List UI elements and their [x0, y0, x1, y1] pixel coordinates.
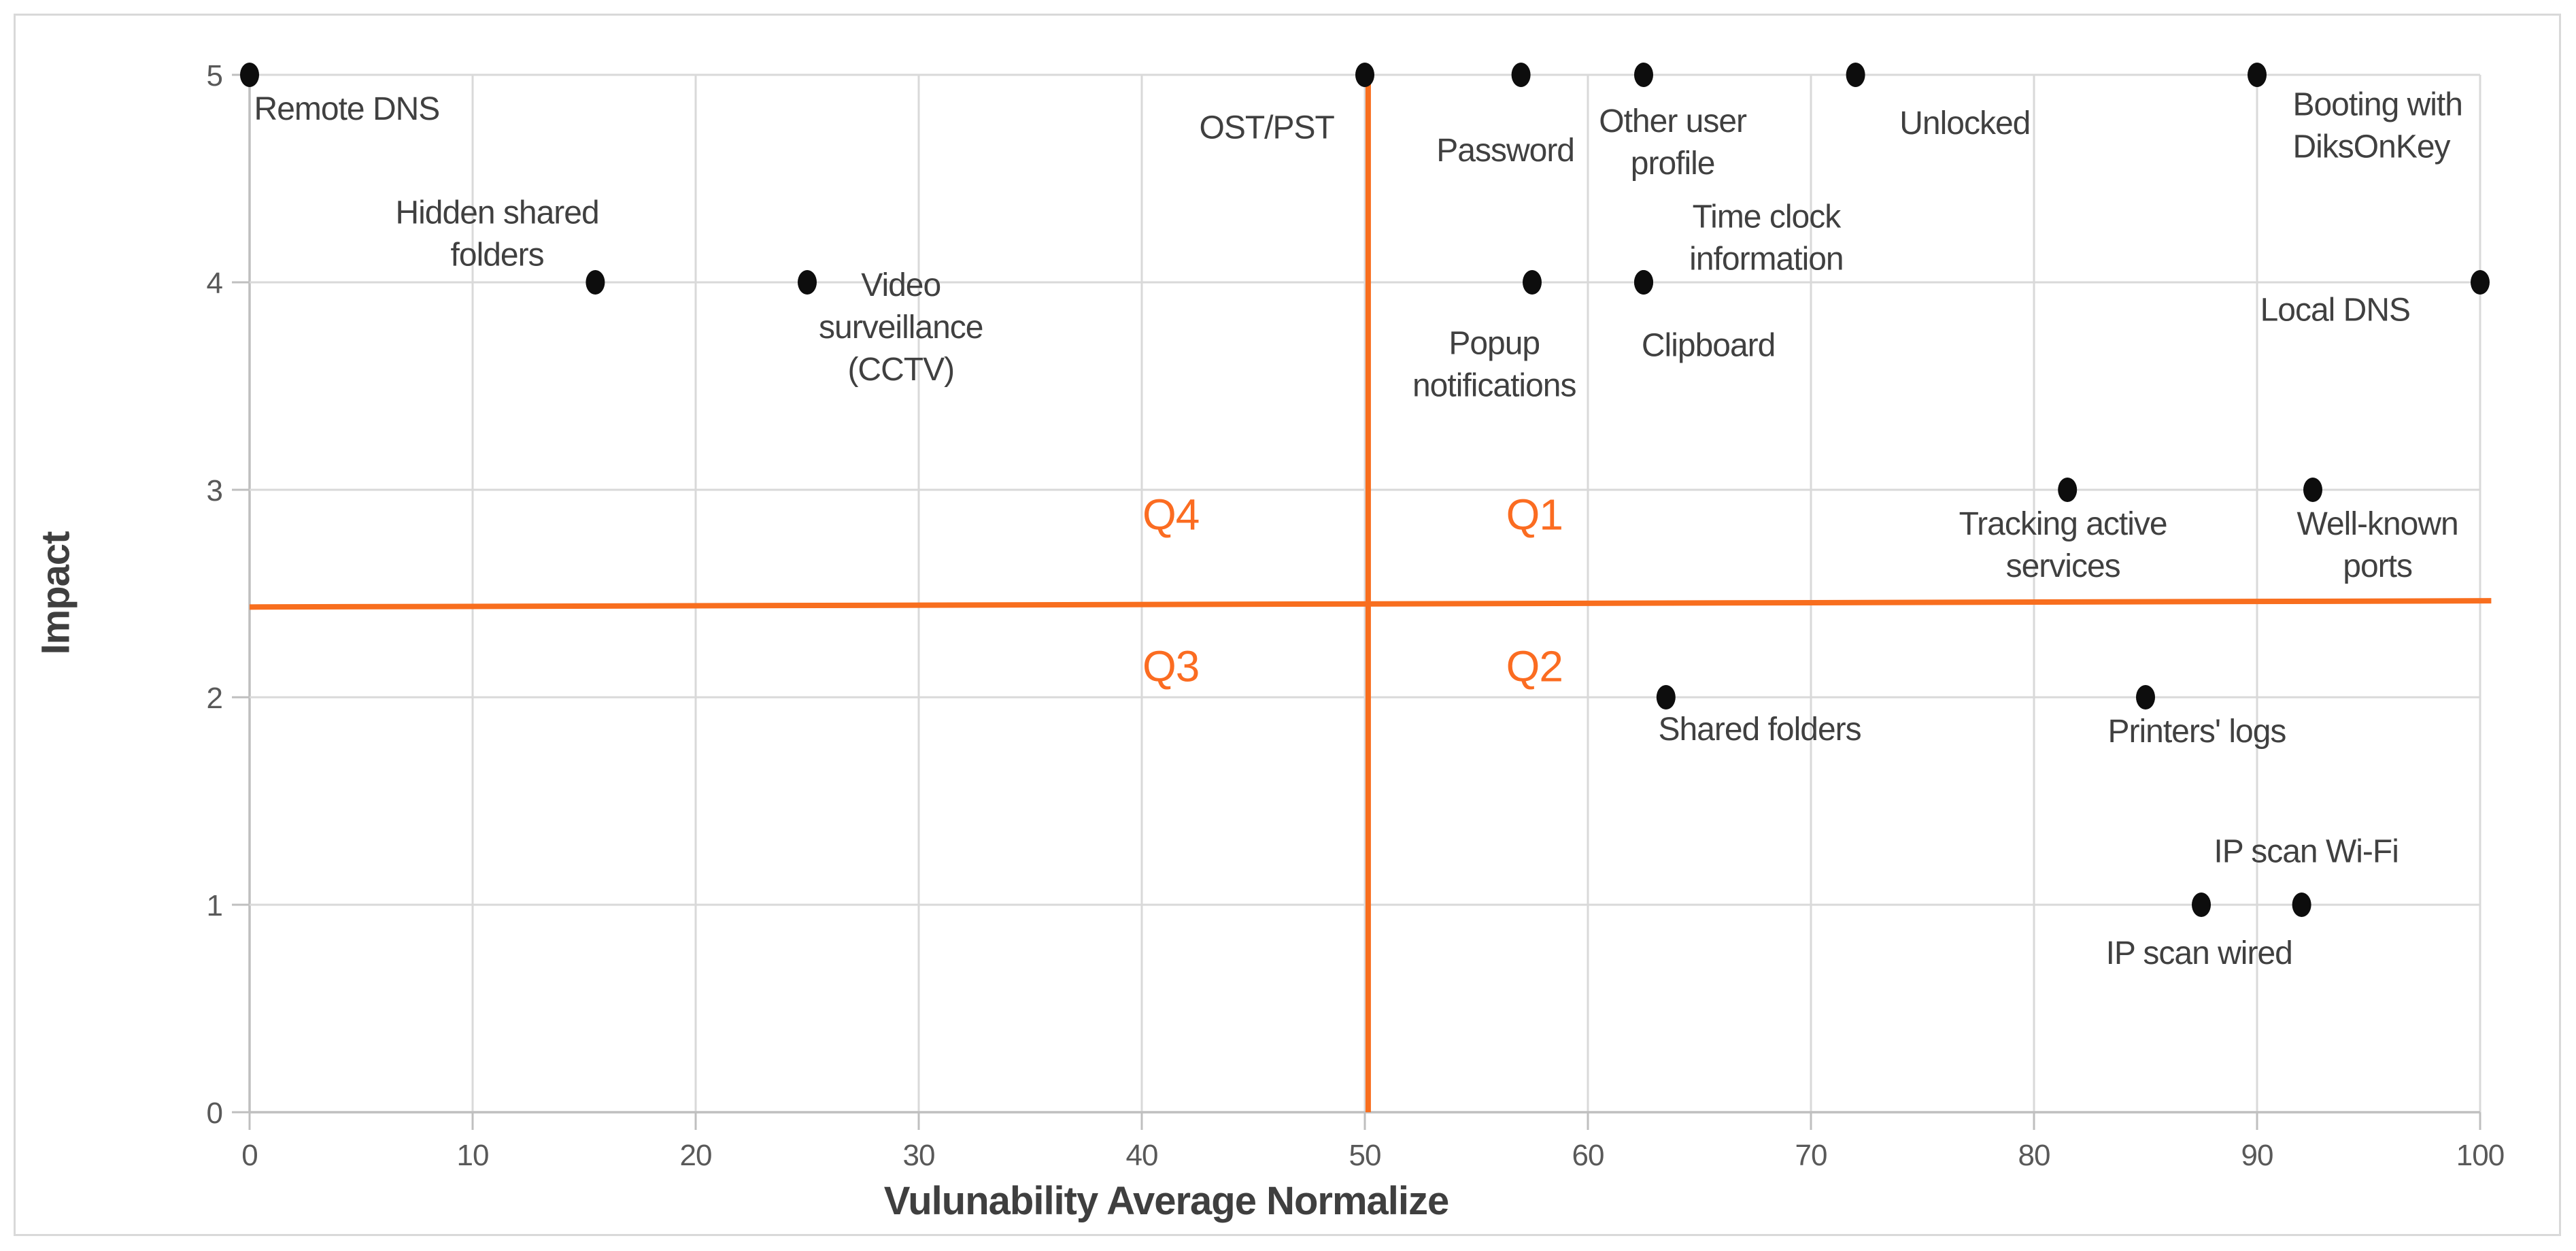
data-point-label: Local DNS — [2260, 293, 2410, 329]
x-tick-label: 40 — [1126, 1139, 1158, 1172]
x-tick-label: 90 — [2241, 1139, 2273, 1172]
data-point-marker — [2136, 685, 2155, 710]
data-point-marker — [240, 63, 259, 87]
quadrant-label-q2: Q2 — [1506, 641, 1563, 690]
y-tick-label: 0 — [207, 1097, 222, 1130]
y-tick-label: 5 — [207, 59, 222, 93]
y-tick-label: 3 — [207, 474, 222, 507]
data-point-label: (CCTV) — [847, 352, 954, 388]
data-point-label: Password — [1436, 133, 1574, 169]
data-point-label: Shared folders — [1658, 712, 1861, 748]
y-tick-label: 2 — [207, 682, 222, 715]
quadrant-label-q3: Q3 — [1142, 641, 1199, 690]
x-tick-label: 50 — [1349, 1139, 1381, 1172]
data-point-label: ports — [2343, 548, 2412, 584]
data-point-label: Other user — [1599, 103, 1747, 139]
data-point-marker — [2192, 893, 2211, 917]
x-tick-label: 10 — [457, 1139, 489, 1172]
data-point-label: OST/PST — [1200, 110, 1335, 146]
x-tick-label: 60 — [1572, 1139, 1604, 1172]
data-point-marker — [1511, 63, 1531, 87]
data-point-marker — [2292, 893, 2311, 917]
data-point-marker — [586, 270, 605, 295]
data-point-marker — [2058, 478, 2078, 502]
data-point-marker — [1634, 270, 1653, 295]
quadrant-divider-horizontal — [249, 598, 2492, 610]
data-point-label: folders — [451, 237, 544, 273]
data-point-marker — [1355, 63, 1374, 87]
data-point-label: IP scan Wi-Fi — [2214, 834, 2398, 870]
data-point-label: Popup — [1448, 325, 1540, 361]
data-point-label: Tracking active — [1959, 506, 2167, 542]
x-tick-label: 20 — [680, 1139, 712, 1172]
data-point-marker — [1634, 63, 1653, 87]
quadrant-label-q4: Q4 — [1142, 490, 1199, 539]
data-point-marker — [1656, 685, 1676, 710]
data-point-marker — [798, 270, 817, 295]
data-point-label: IP scan wired — [2106, 935, 2292, 971]
data-point-label: information — [1689, 241, 1843, 277]
data-point-label: Well-known — [2297, 506, 2458, 542]
quadrant-label-q1: Q1 — [1506, 490, 1563, 539]
data-point-label: profile — [1631, 146, 1715, 182]
data-point-label: Unlocked — [1899, 105, 2030, 141]
data-point-marker — [1523, 270, 1542, 295]
y-tick-label: 1 — [207, 889, 222, 922]
x-tick-label: 30 — [903, 1139, 935, 1172]
x-axis-title: Vulunability Average Normalize — [883, 1179, 1450, 1223]
data-point-marker — [2471, 270, 2490, 295]
data-point-label: Remote DNS — [254, 91, 440, 127]
data-point-marker — [2248, 63, 2267, 87]
data-point-label: notifications — [1412, 367, 1576, 403]
x-tick-label: 80 — [2018, 1139, 2050, 1172]
data-point-label: Time clock — [1693, 199, 1842, 235]
y-axis-title: Impact — [33, 531, 78, 655]
data-point-label: DiksOnKey — [2292, 129, 2450, 165]
x-tick-label: 0 — [241, 1139, 257, 1172]
data-point-label: Booting with — [2292, 87, 2462, 123]
data-point-marker — [2303, 478, 2322, 502]
data-point-label: Printers' logs — [2107, 714, 2286, 750]
data-point-label: Clipboard — [1642, 328, 1775, 364]
data-point-label: Hidden shared — [395, 195, 598, 231]
y-tick-label: 4 — [207, 267, 223, 300]
x-tick-label: 100 — [2456, 1139, 2504, 1172]
data-point-label: services — [2006, 548, 2120, 584]
data-point-label: Video — [861, 267, 940, 303]
x-tick-label: 70 — [1795, 1139, 1827, 1172]
data-point-label: surveillance — [819, 310, 983, 346]
data-point-marker — [1846, 63, 1865, 87]
